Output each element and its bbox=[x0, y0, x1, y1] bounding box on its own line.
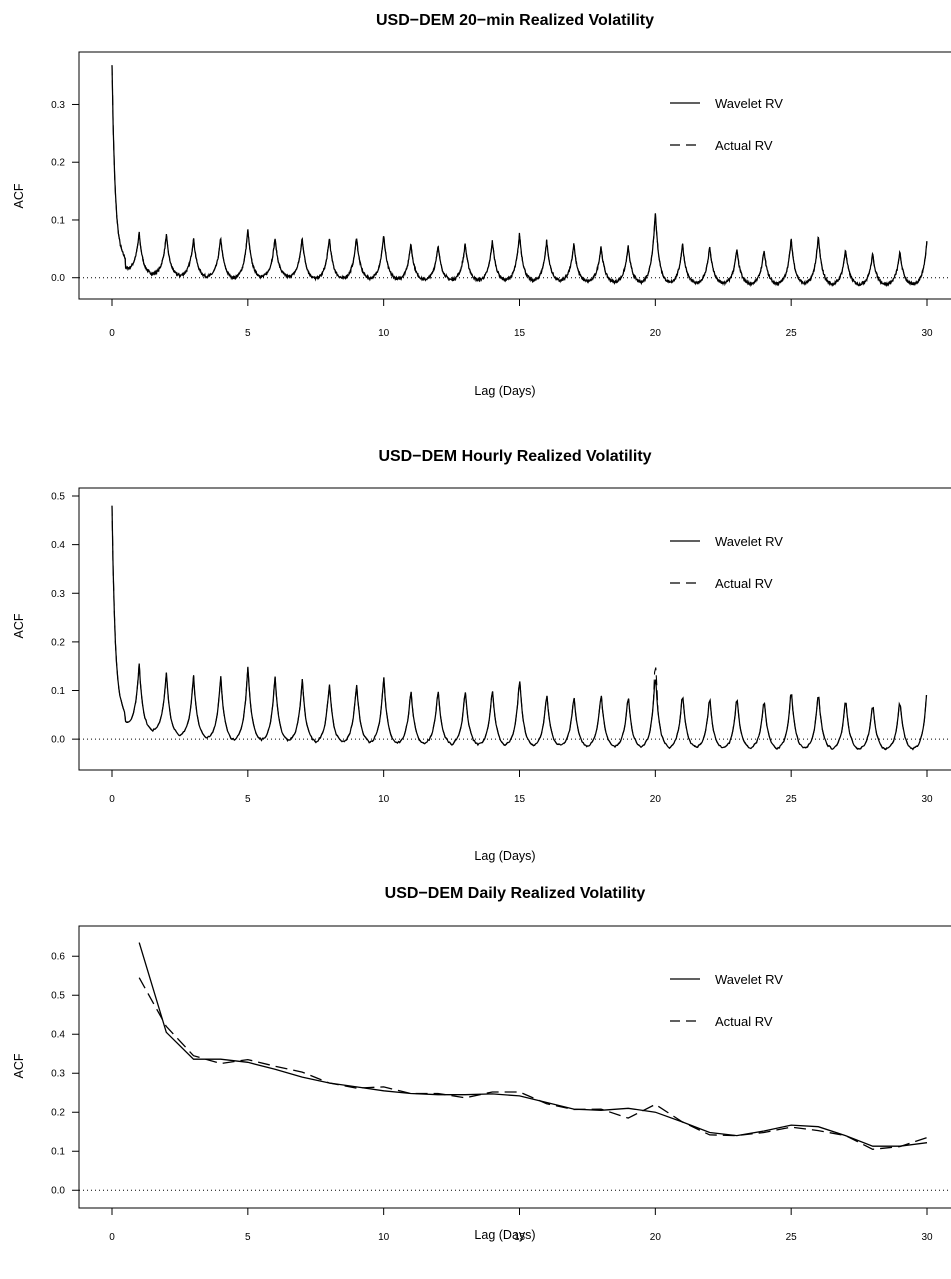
y-tick-label: 0.2 bbox=[51, 158, 65, 169]
x-tick-label: 10 bbox=[378, 794, 390, 805]
x-axis-label: Lag (Days) bbox=[474, 384, 535, 398]
chart-title: USD−DEM 20−min Realized Volatility bbox=[376, 12, 654, 29]
y-tick-label: 0.0 bbox=[51, 1186, 65, 1197]
y-tick-label: 0.1 bbox=[51, 686, 65, 697]
legend-label-wavelet-rv: Wavelet RV bbox=[715, 972, 783, 987]
chart-panel-2: USD−DEM Hourly Realized Volatility Lag (D… bbox=[12, 448, 951, 863]
y-tick-label: 0.6 bbox=[51, 952, 65, 963]
y-tick-label: 0.3 bbox=[51, 100, 65, 111]
y-tick-label: 0.2 bbox=[51, 1108, 65, 1119]
x-axis-label: Lag (Days) bbox=[474, 1228, 535, 1242]
y-tick-label: 0.3 bbox=[51, 589, 65, 600]
x-tick-label: 0 bbox=[109, 328, 115, 339]
series-line-actual-rv bbox=[138, 977, 928, 1150]
x-tick-label: 20 bbox=[650, 328, 662, 339]
chart-panel-3: USD−DEM Daily Realized Volatility Lag (Da… bbox=[12, 885, 951, 1243]
x-tick-label: 25 bbox=[786, 794, 798, 805]
y-axis-label: ACF bbox=[12, 183, 26, 208]
x-tick-label: 5 bbox=[245, 794, 251, 805]
chart-title: USD−DEM Daily Realized Volatility bbox=[385, 885, 646, 902]
x-tick-label: 15 bbox=[514, 328, 526, 339]
y-tick-label: 0.0 bbox=[51, 273, 65, 284]
series-line-wavelet-rv bbox=[111, 505, 928, 751]
y-tick-label: 0.1 bbox=[51, 1147, 65, 1158]
plot-frame bbox=[78, 487, 951, 771]
x-tick-label: 15 bbox=[514, 794, 526, 805]
chart-title: USD−DEM Hourly Realized Volatility bbox=[378, 448, 651, 465]
y-tick-label: 0.4 bbox=[51, 1030, 65, 1041]
x-tick-label: 0 bbox=[109, 794, 115, 805]
x-tick-label: 20 bbox=[650, 1232, 662, 1243]
x-axis-label: Lag (Days) bbox=[474, 849, 535, 863]
x-tick-label: 30 bbox=[921, 1232, 933, 1243]
x-tick-label: 20 bbox=[650, 794, 662, 805]
y-tick-label: 0.2 bbox=[51, 637, 65, 648]
x-tick-label: 30 bbox=[921, 794, 933, 805]
plot-frame bbox=[78, 51, 951, 300]
plot-frame bbox=[78, 925, 951, 1209]
x-tick-label: 10 bbox=[378, 328, 390, 339]
series-line-actual-rv bbox=[111, 505, 928, 751]
legend-label-wavelet-rv: Wavelet RV bbox=[715, 96, 783, 111]
x-tick-label: 30 bbox=[921, 328, 933, 339]
y-tick-label: 0.4 bbox=[51, 540, 65, 551]
y-tick-label: 0.3 bbox=[51, 1069, 65, 1080]
series-line-actual-rv bbox=[111, 65, 928, 288]
series-line-wavelet-rv bbox=[138, 942, 928, 1147]
legend-label-wavelet-rv: Wavelet RV bbox=[715, 534, 783, 549]
y-tick-label: 0.5 bbox=[51, 991, 65, 1002]
x-tick-label: 25 bbox=[786, 1232, 798, 1243]
x-tick-label: 5 bbox=[245, 1232, 251, 1243]
legend-label-actual-rv: Actual RV bbox=[715, 1014, 773, 1029]
x-tick-label: 15 bbox=[514, 1232, 526, 1243]
legend-label-actual-rv: Actual RV bbox=[715, 138, 773, 153]
x-tick-label: 25 bbox=[786, 328, 798, 339]
x-tick-label: 0 bbox=[109, 1232, 115, 1243]
y-tick-label: 0.1 bbox=[51, 215, 65, 226]
chart-panel-1: USD−DEM 20−min Realized Volatility Lag (D… bbox=[12, 12, 951, 398]
series-line-wavelet-rv bbox=[111, 65, 928, 288]
y-axis-label: ACF bbox=[12, 1053, 26, 1078]
y-tick-label: 0.5 bbox=[51, 492, 65, 503]
legend-label-actual-rv: Actual RV bbox=[715, 576, 773, 591]
y-axis-label: ACF bbox=[12, 613, 26, 638]
x-tick-label: 5 bbox=[245, 328, 251, 339]
x-tick-label: 10 bbox=[378, 1232, 390, 1243]
y-tick-label: 0.0 bbox=[51, 735, 65, 746]
